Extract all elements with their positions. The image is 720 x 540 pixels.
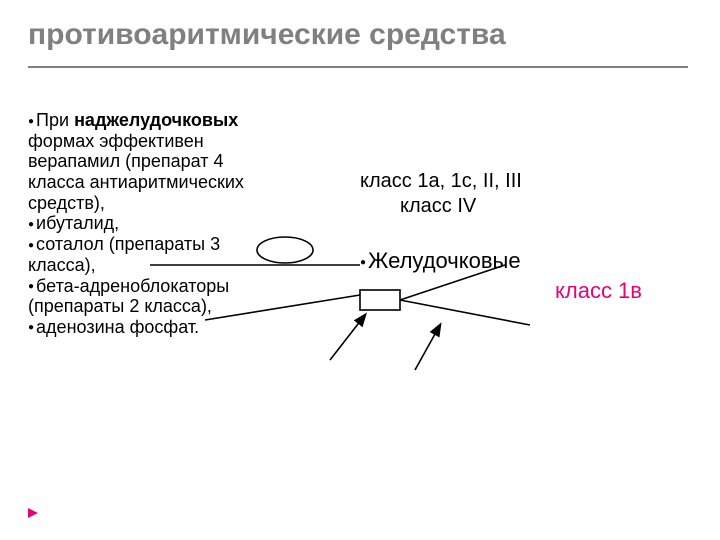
- slide: противоаритмические средства ●При наджел…: [0, 0, 720, 540]
- item1-prefix: При: [36, 110, 74, 130]
- node-rect: [360, 290, 400, 310]
- footer-arrow-icon: [28, 508, 38, 518]
- item1-rest: формах эффективен верапамил (препарат 4 …: [28, 131, 244, 213]
- bullet-icon: ●: [28, 240, 36, 251]
- path-branch: [205, 295, 360, 320]
- label-class-iv: класс IV: [400, 195, 476, 218]
- bullet-icon: ●: [28, 116, 36, 127]
- slide-title: противоаритмические средства: [28, 18, 688, 68]
- label-class-1v: класс 1в: [555, 278, 642, 304]
- bullet-icon: ●: [28, 322, 36, 333]
- path-mid-down: [400, 300, 530, 325]
- arrow-2: [415, 325, 440, 370]
- arrow-1: [330, 315, 365, 360]
- path-mid-up: [400, 265, 505, 300]
- label-class-list: класс 1а, 1с, II, III: [360, 170, 522, 193]
- bullet-icon: ●: [28, 281, 36, 292]
- heart-conduction-diagram: [150, 230, 530, 400]
- item2: ибуталид,: [36, 213, 119, 233]
- item1-bold: наджелудочковых: [74, 110, 238, 130]
- bullet-icon: ●: [28, 219, 36, 230]
- node-oval: [257, 237, 313, 263]
